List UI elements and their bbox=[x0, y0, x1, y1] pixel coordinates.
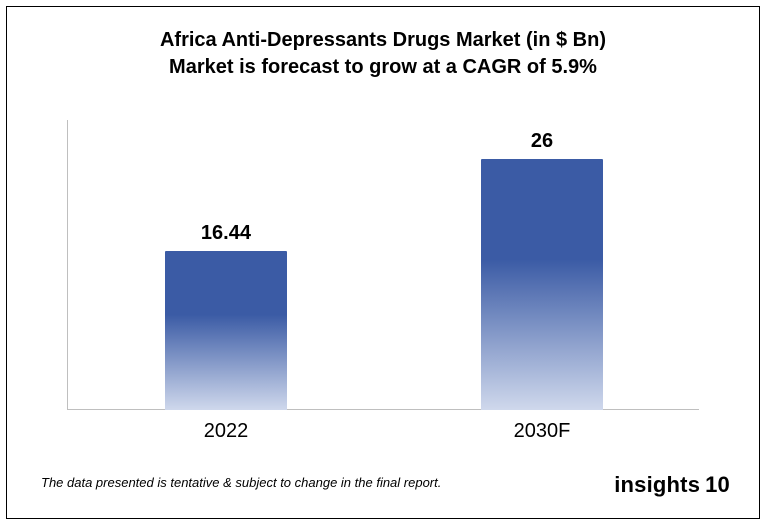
bar-value-label: 26 bbox=[531, 130, 553, 153]
bar-2022 bbox=[165, 251, 287, 410]
x-tick-label: 2022 bbox=[165, 420, 287, 443]
brand-logo: insights10 bbox=[614, 472, 733, 498]
bar-2030f bbox=[481, 159, 603, 410]
bar-value-label: 16.44 bbox=[201, 222, 251, 245]
x-axis bbox=[67, 409, 699, 410]
chart-frame: Africa Anti-Depressants Drugs Market (in… bbox=[6, 6, 760, 519]
chart-title-line-1: Africa Anti-Depressants Drugs Market (in… bbox=[7, 27, 759, 54]
bar-group-2030f: 26 2030F bbox=[481, 130, 603, 410]
footnote-text: The data presented is tentative & subjec… bbox=[41, 475, 441, 490]
chart-title-block: Africa Anti-Depressants Drugs Market (in… bbox=[7, 27, 759, 81]
logo-text: insights bbox=[614, 472, 700, 498]
logo-accent: 10 bbox=[702, 472, 733, 498]
chart-title-line-2: Market is forecast to grow at a CAGR of … bbox=[7, 54, 759, 81]
y-axis bbox=[67, 120, 68, 410]
chart-plot-area: 16.44 2022 26 2030F bbox=[67, 120, 699, 410]
bar-group-2022: 16.44 2022 bbox=[165, 222, 287, 410]
x-tick-label: 2030F bbox=[481, 420, 603, 443]
